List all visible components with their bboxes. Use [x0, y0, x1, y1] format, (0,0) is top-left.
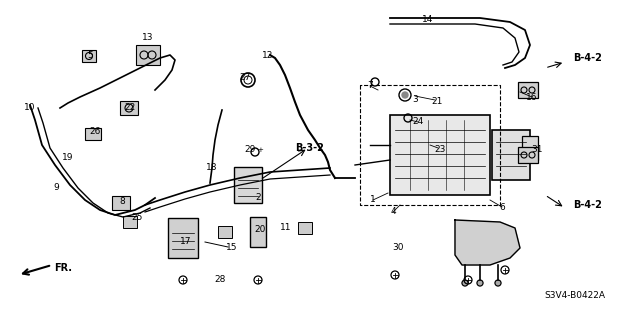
- Bar: [112, 196, 130, 210]
- Text: FR.: FR.: [54, 263, 72, 273]
- Text: 3: 3: [412, 95, 418, 105]
- Bar: [518, 147, 538, 163]
- Text: 11: 11: [280, 222, 292, 232]
- Circle shape: [477, 280, 483, 286]
- Text: 29: 29: [244, 145, 256, 154]
- Text: B-3-2: B-3-2: [296, 143, 324, 153]
- Bar: [136, 45, 160, 65]
- Bar: [85, 128, 101, 140]
- Text: 25: 25: [131, 212, 143, 221]
- Text: 6: 6: [499, 203, 505, 211]
- Text: B-4-2: B-4-2: [573, 200, 602, 210]
- Text: 21: 21: [431, 98, 443, 107]
- Text: 2: 2: [255, 194, 261, 203]
- Circle shape: [402, 92, 408, 98]
- Text: 17: 17: [180, 238, 192, 247]
- Text: 23: 23: [435, 145, 445, 154]
- Bar: [518, 82, 538, 98]
- Text: 8: 8: [119, 197, 125, 206]
- Bar: [82, 50, 96, 62]
- Bar: [492, 130, 530, 180]
- Bar: [234, 167, 262, 203]
- Bar: [298, 222, 312, 234]
- Text: 4: 4: [390, 207, 396, 217]
- Text: 14: 14: [422, 16, 434, 25]
- Text: 30: 30: [392, 242, 404, 251]
- Text: 10: 10: [24, 102, 36, 112]
- Circle shape: [462, 280, 468, 286]
- Text: 24: 24: [412, 117, 424, 127]
- Bar: [168, 218, 198, 258]
- Text: 28: 28: [214, 276, 226, 285]
- Text: 5: 5: [87, 51, 93, 61]
- Bar: [120, 101, 138, 115]
- Text: 7: 7: [367, 81, 373, 91]
- Text: B-4-2: B-4-2: [573, 53, 602, 63]
- Circle shape: [495, 280, 501, 286]
- Polygon shape: [455, 220, 520, 265]
- Text: 13: 13: [142, 33, 154, 41]
- Text: 9: 9: [53, 182, 59, 191]
- Bar: [218, 226, 232, 238]
- Text: 27: 27: [239, 72, 251, 81]
- Bar: [250, 217, 266, 247]
- Text: S3V4-B0422A: S3V4-B0422A: [545, 291, 605, 300]
- Bar: [123, 216, 137, 228]
- Bar: [522, 136, 538, 160]
- Text: 31: 31: [531, 145, 543, 154]
- Text: 22: 22: [124, 102, 136, 112]
- Text: 15: 15: [227, 242, 237, 251]
- Text: +: +: [257, 147, 263, 153]
- Bar: [390, 115, 490, 195]
- Text: 16: 16: [526, 93, 538, 101]
- Text: 19: 19: [62, 152, 74, 161]
- Text: 18: 18: [206, 162, 218, 172]
- Text: 1: 1: [370, 196, 376, 204]
- Text: 26: 26: [90, 128, 100, 137]
- Text: 12: 12: [262, 51, 274, 61]
- Text: 20: 20: [254, 226, 266, 234]
